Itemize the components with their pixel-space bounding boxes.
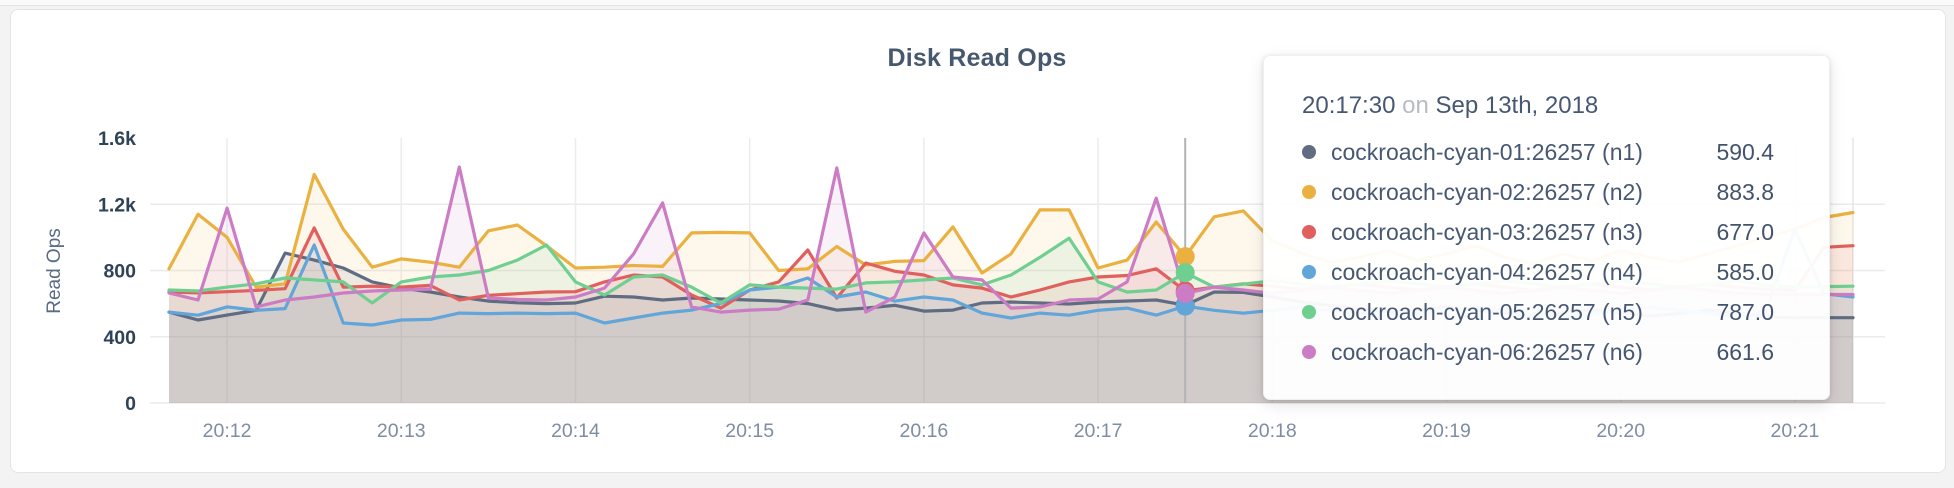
hover-dot-n6 — [1175, 283, 1195, 303]
series-value: 661.6 — [1716, 338, 1774, 365]
legend-dot-icon — [1302, 225, 1316, 239]
series-value: 677.0 — [1716, 218, 1774, 245]
series-value: 883.8 — [1716, 178, 1774, 205]
tooltip-connector: on — [1402, 92, 1429, 119]
legend-dot-icon — [1302, 145, 1316, 159]
series-name: cockroach-cyan-02:26257 (n2) — [1331, 178, 1643, 205]
legend-dot-icon — [1302, 305, 1316, 319]
legend-dot-icon — [1302, 185, 1316, 199]
y-axis-labels: 0 400 800 1.2k 1.6k — [98, 128, 136, 415]
x-tick-label: 20:15 — [725, 420, 774, 442]
series-name: cockroach-cyan-03:26257 (n3) — [1331, 218, 1643, 245]
tooltip-row-n1: cockroach-cyan-01:26257 (n1) 590.4 — [1302, 132, 1774, 172]
x-axis-labels: 20:12 20:13 20:14 20:15 20:16 20:17 20:18 20:19… — [203, 420, 1820, 442]
tooltip-row-n3: cockroach-cyan-03:26257 (n3) 677.0 — [1302, 212, 1774, 252]
series-name: cockroach-cyan-06:26257 (n6) — [1331, 338, 1643, 365]
tooltip-rows: cockroach-cyan-01:26257 (n1) 590.4 cockroa… — [1302, 132, 1774, 372]
hover-dots — [1175, 247, 1195, 316]
tooltip-header: 20:17:30 on Sep 13th, 2018 — [1302, 92, 1774, 120]
tooltip-row-n4: cockroach-cyan-04:26257 (n4) 585.0 — [1302, 252, 1774, 292]
tooltip-date: Sep 13th, 2018 — [1435, 92, 1599, 119]
hover-dot-n2 — [1175, 247, 1195, 267]
x-tick-label: 20:13 — [377, 420, 426, 442]
x-tick-label: 20:19 — [1422, 420, 1471, 442]
x-tick-label: 20:17 — [1074, 420, 1123, 442]
chart-title: Disk Read Ops — [887, 44, 1067, 72]
x-tick-label: 20:16 — [899, 420, 948, 442]
y-tick-label: 400 — [103, 327, 136, 349]
series-value: 585.0 — [1716, 258, 1774, 285]
legend-dot-icon — [1302, 345, 1316, 359]
x-tick-label: 20:14 — [551, 420, 600, 442]
series-name: cockroach-cyan-05:26257 (n5) — [1331, 298, 1643, 325]
y-tick-label: 1.6k — [98, 128, 136, 150]
hover-dot-n5 — [1175, 263, 1195, 283]
tooltip-time: 20:17:30 — [1302, 92, 1396, 119]
series-value: 590.4 — [1716, 138, 1774, 165]
top-divider — [0, 0, 1954, 6]
x-tick-label: 20:18 — [1248, 420, 1297, 442]
x-tick-label: 20:21 — [1771, 420, 1820, 442]
series-name: cockroach-cyan-04:26257 (n4) — [1331, 258, 1643, 285]
y-tick-label: 800 — [103, 261, 136, 283]
x-tick-label: 20:12 — [203, 420, 252, 442]
tooltip-row-n2: cockroach-cyan-02:26257 (n2) 883.8 — [1302, 172, 1774, 212]
x-tick-label: 20:20 — [1596, 420, 1645, 442]
legend-dot-icon — [1302, 265, 1316, 279]
tooltip-row-n5: cockroach-cyan-05:26257 (n5) 787.0 — [1302, 292, 1774, 332]
chart-tooltip: 20:17:30 on Sep 13th, 2018 cockroach-cya… — [1263, 55, 1830, 400]
y-tick-label: 0 — [125, 393, 136, 415]
series-value: 787.0 — [1716, 298, 1774, 325]
series-name: cockroach-cyan-01:26257 (n1) — [1331, 138, 1643, 165]
y-tick-label: 1.2k — [98, 194, 136, 216]
tooltip-row-n6: cockroach-cyan-06:26257 (n6) 661.6 — [1302, 332, 1774, 372]
